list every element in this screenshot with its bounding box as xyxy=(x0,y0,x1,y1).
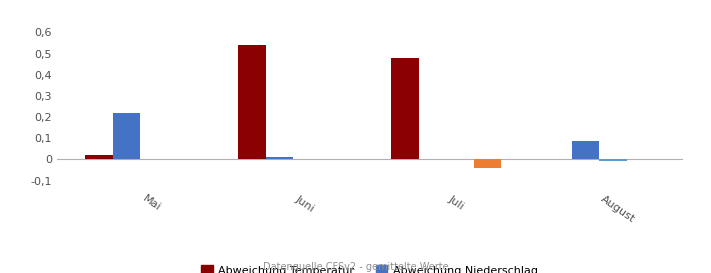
Text: Datenquelle CFSv2 - gemittelte Werte: Datenquelle CFSv2 - gemittelte Werte xyxy=(262,262,449,272)
Bar xyxy=(113,113,140,159)
Bar xyxy=(266,157,293,159)
Bar xyxy=(85,155,113,159)
Bar xyxy=(391,58,419,159)
Bar xyxy=(599,159,626,162)
Bar xyxy=(474,159,501,168)
Bar xyxy=(572,141,599,159)
Bar xyxy=(238,45,266,159)
